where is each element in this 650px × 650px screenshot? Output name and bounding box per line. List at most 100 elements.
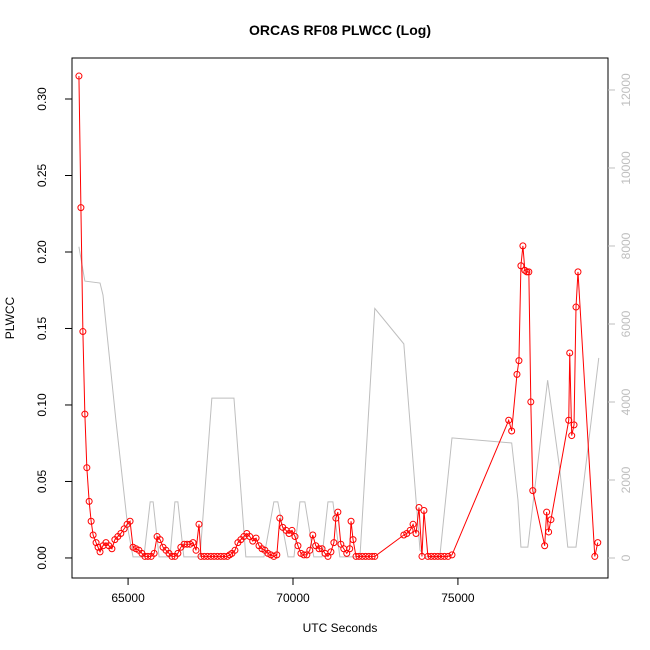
data-point bbox=[108, 545, 116, 553]
data-point bbox=[505, 416, 513, 424]
y2-tick-label: 4000 bbox=[619, 388, 633, 415]
data-point bbox=[431, 552, 439, 560]
data-point bbox=[427, 552, 435, 560]
y-tick-label: 0.10 bbox=[35, 393, 49, 417]
data-point bbox=[294, 542, 302, 550]
data-point bbox=[217, 552, 225, 560]
data-point bbox=[150, 549, 158, 557]
data-point bbox=[231, 546, 239, 554]
data-point bbox=[126, 517, 134, 525]
data-point bbox=[517, 262, 525, 270]
y-tick-label: 0.20 bbox=[35, 240, 49, 264]
data-point bbox=[440, 552, 448, 560]
data-point bbox=[574, 268, 582, 276]
x-tick-label: 70000 bbox=[276, 591, 310, 605]
y2-tick-label: 12000 bbox=[619, 73, 633, 107]
data-point bbox=[327, 548, 335, 556]
data-point bbox=[545, 528, 553, 536]
data-point bbox=[424, 552, 432, 560]
chart-title: ORCAS RF08 PLWCC (Log) bbox=[249, 22, 431, 38]
data-point bbox=[334, 508, 342, 516]
data-point bbox=[525, 268, 533, 276]
data-point bbox=[117, 529, 125, 537]
y-axis-label: PLWCC bbox=[3, 296, 17, 339]
y2-tick-label: 10000 bbox=[619, 151, 633, 185]
data-point bbox=[200, 552, 208, 560]
data-point bbox=[515, 357, 523, 365]
data-point bbox=[197, 552, 205, 560]
data-point bbox=[362, 552, 370, 560]
data-point bbox=[349, 536, 357, 544]
data-point bbox=[541, 542, 549, 550]
data-point bbox=[594, 539, 602, 547]
data-point bbox=[92, 539, 100, 547]
data-point bbox=[570, 421, 578, 429]
y2-tick-label: 0 bbox=[619, 554, 633, 561]
data-point bbox=[448, 551, 456, 559]
data-point bbox=[444, 552, 452, 560]
data-point bbox=[519, 242, 527, 250]
data-point bbox=[192, 546, 200, 554]
data-point bbox=[508, 427, 516, 435]
data-point bbox=[83, 464, 91, 472]
y-tick-label: 0.00 bbox=[35, 546, 49, 570]
y-tick-label: 0.25 bbox=[35, 163, 49, 187]
data-point bbox=[306, 546, 314, 554]
series-line bbox=[78, 246, 600, 558]
data-point bbox=[273, 551, 281, 559]
data-point bbox=[358, 552, 366, 560]
data-point bbox=[330, 539, 338, 547]
data-point bbox=[412, 529, 420, 537]
data-point bbox=[521, 266, 529, 274]
data-point bbox=[85, 497, 93, 505]
data-point bbox=[406, 526, 414, 534]
data-point bbox=[252, 534, 260, 542]
y-tick-label: 0.15 bbox=[35, 316, 49, 340]
data-point bbox=[572, 303, 580, 311]
data-point bbox=[79, 328, 87, 336]
data-point bbox=[189, 539, 197, 547]
data-point bbox=[144, 552, 152, 560]
y2-tick-label: 2000 bbox=[619, 466, 633, 493]
data-point bbox=[315, 545, 323, 553]
data-point bbox=[437, 552, 445, 560]
data-point bbox=[309, 531, 317, 539]
data-point bbox=[94, 543, 102, 551]
data-point bbox=[527, 398, 535, 406]
data-point bbox=[523, 268, 531, 276]
data-point bbox=[566, 349, 574, 357]
x-tick-label: 75000 bbox=[441, 591, 475, 605]
data-point bbox=[195, 520, 203, 528]
data-point bbox=[210, 552, 218, 560]
data-point bbox=[207, 552, 215, 560]
data-point bbox=[547, 516, 555, 524]
x-axis-label: UTC Seconds bbox=[303, 621, 378, 635]
data-point bbox=[96, 548, 104, 556]
y2-tick-label: 6000 bbox=[619, 310, 633, 337]
data-point bbox=[346, 545, 354, 553]
data-point bbox=[77, 204, 85, 212]
plot-frame bbox=[71, 57, 609, 579]
data-point bbox=[89, 531, 97, 539]
data-point bbox=[75, 72, 83, 80]
data-point bbox=[355, 552, 363, 560]
data-point bbox=[332, 514, 340, 522]
data-point bbox=[371, 552, 379, 560]
data-point bbox=[288, 526, 296, 534]
data-point bbox=[156, 536, 164, 544]
data-point bbox=[81, 410, 89, 418]
data-point bbox=[291, 533, 299, 541]
x-tick-label: 65000 bbox=[111, 591, 145, 605]
data-point bbox=[168, 552, 176, 560]
data-point bbox=[568, 432, 576, 440]
data-point bbox=[591, 552, 599, 560]
data-point bbox=[87, 517, 95, 525]
y-tick-label: 0.30 bbox=[35, 87, 49, 111]
data-point bbox=[300, 551, 308, 559]
data-point bbox=[347, 517, 355, 525]
data-point bbox=[204, 552, 212, 560]
data-point bbox=[174, 549, 182, 557]
